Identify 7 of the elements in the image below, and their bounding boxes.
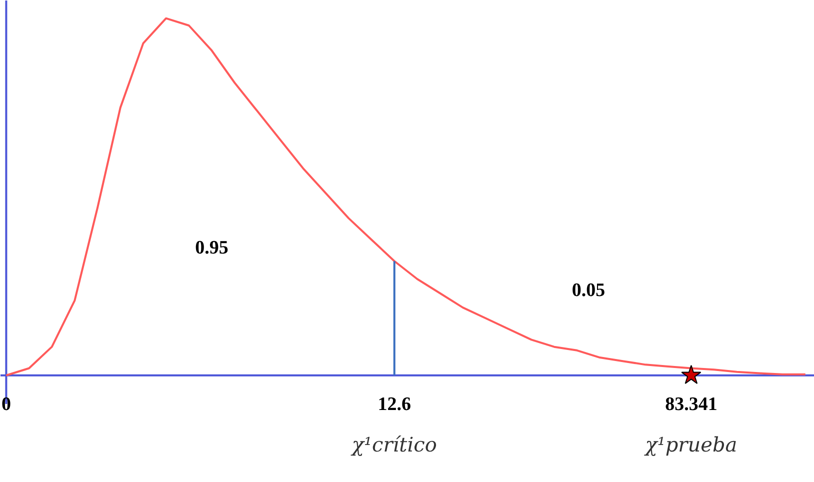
annotation: χ¹prueba — [643, 432, 738, 457]
annotation: 0.05 — [572, 280, 606, 302]
x-tick-label: 83.341 — [665, 394, 718, 415]
annotation: 0.95 — [195, 237, 228, 258]
annotation: χ¹crítico — [350, 432, 437, 457]
x-tick-label: 12.6 — [378, 394, 411, 415]
x-tick-label: 0 — [1, 394, 11, 415]
